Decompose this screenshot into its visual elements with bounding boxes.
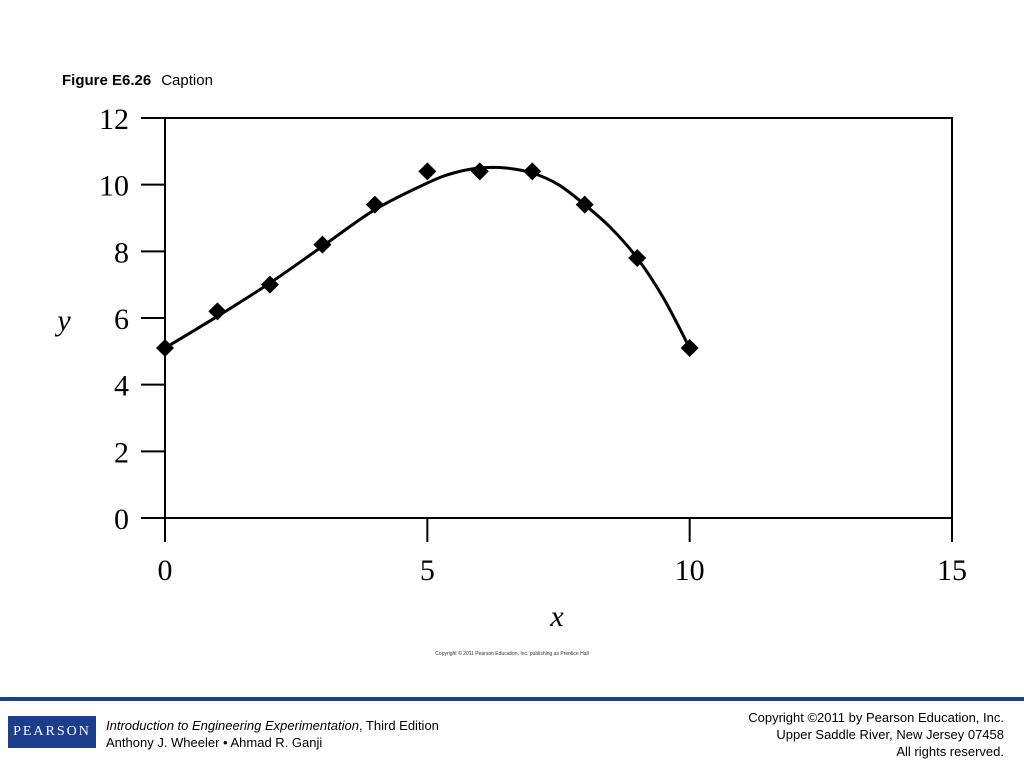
copyright-block: Copyright ©2011 by Pearson Education, In… xyxy=(748,709,1004,760)
x-axis-label: x xyxy=(549,600,564,633)
plot-frame xyxy=(164,117,953,519)
x-tick-label: 15 xyxy=(937,554,967,587)
book-title: Introduction to Engineering Experimentat… xyxy=(106,718,359,733)
plot-copyright: Copyright © 2011 Pearson Education, Inc.… xyxy=(435,651,589,657)
data-point xyxy=(313,235,332,254)
x-tick-label: 0 xyxy=(158,554,173,587)
data-point xyxy=(680,339,699,357)
y-tick-label: 8 xyxy=(114,236,129,269)
book-edition: , Third Edition xyxy=(358,718,439,733)
footer-rule xyxy=(0,697,1024,701)
y-tick-label: 4 xyxy=(114,370,129,403)
data-point xyxy=(260,275,279,294)
data-point xyxy=(418,162,437,181)
y-axis-ticks: 0 2 4 6 8 10 12 xyxy=(99,103,165,536)
y-tick-label: 6 xyxy=(114,303,129,336)
copyright-line-2: Upper Saddle River, New Jersey 07458 xyxy=(776,727,1004,742)
data-point xyxy=(470,162,489,181)
y-tick-label: 0 xyxy=(114,503,129,536)
book-info: Introduction to Engineering Experimentat… xyxy=(106,717,439,751)
fit-curve xyxy=(164,165,691,350)
copyright-line-3: All rights reserved. xyxy=(896,744,1004,759)
data-point xyxy=(365,195,384,214)
data-point xyxy=(156,339,174,357)
copyright-line-1: Copyright ©2011 by Pearson Education, In… xyxy=(748,710,1004,725)
data-point xyxy=(628,249,647,267)
x-tick-label: 5 xyxy=(420,554,435,587)
figure-caption: Caption xyxy=(161,72,213,89)
data-point xyxy=(575,195,594,214)
x-tick-label: 10 xyxy=(675,554,705,587)
figure-number: Figure E6.26 xyxy=(62,72,152,89)
data-markers xyxy=(156,162,699,357)
y-tick-label: 2 xyxy=(114,436,129,469)
chart: 0 2 4 6 8 10 12 0 5 10 15 x y xyxy=(54,103,967,633)
y-tick-label: 12 xyxy=(99,103,129,136)
y-tick-label: 10 xyxy=(99,170,129,203)
figure-label: Figure E6.26 Caption xyxy=(62,72,213,89)
book-authors: Anthony J. Wheeler • Ahmad R. Ganji xyxy=(106,735,323,750)
x-axis-ticks: 0 5 10 15 xyxy=(158,518,967,587)
data-point xyxy=(208,302,227,321)
data-point xyxy=(523,162,542,181)
y-axis-label: y xyxy=(54,304,71,337)
pearson-logo: PEARSON xyxy=(8,716,96,748)
